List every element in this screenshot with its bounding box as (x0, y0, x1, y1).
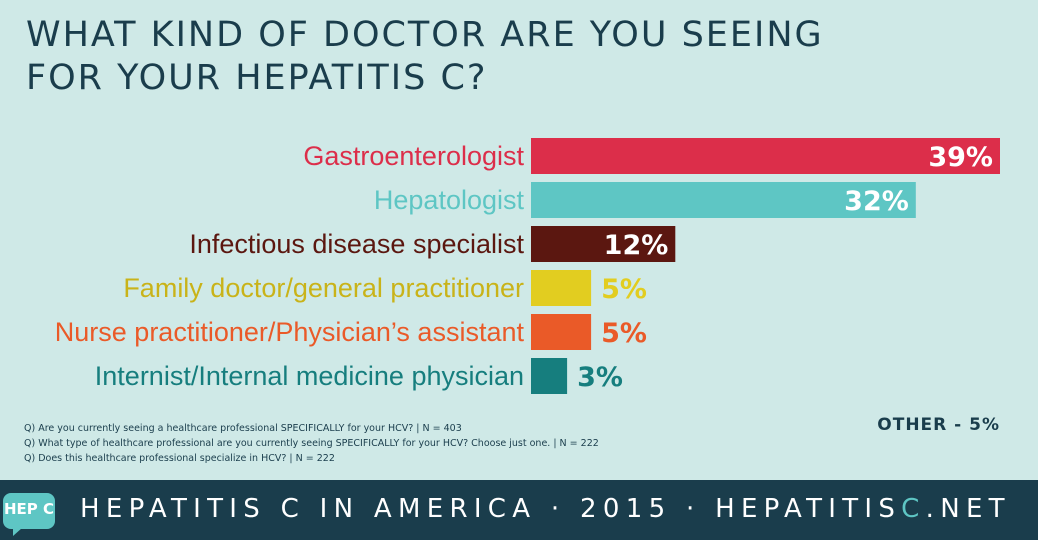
footer-bar: HEP C HEPATITIS C IN AMERICA · 2015 · HE… (0, 480, 1038, 540)
note-1: Q) Are you currently seeing a healthcare… (24, 423, 462, 434)
category-label-0: Gastroenterologist (303, 141, 524, 171)
category-label-2: Infectious disease specialist (189, 229, 524, 259)
footer-text-accent: C (901, 494, 926, 524)
bar-chart: Gastroenterologist 39% Hepatologist 32% Infe… (55, 138, 1000, 394)
value-label-1: 32% (844, 186, 909, 217)
value-label-4: 5% (601, 318, 647, 349)
footer-text-end: .NET (925, 494, 1011, 524)
bar-3 (531, 270, 592, 306)
value-label-0: 39% (928, 142, 993, 173)
footer-text-main: HEPATITIS C IN AMERICA · 2015 · HEPATITI… (80, 494, 902, 524)
bar-5 (531, 358, 568, 394)
note-3: Q) Does this healthcare professional spe… (24, 453, 335, 464)
value-label-5: 3% (577, 362, 623, 393)
title-line-2: FOR YOUR HEPATITIS C? (26, 58, 488, 98)
hepc-logo: HEP C (3, 493, 55, 536)
category-label-4: Nurse practitioner/Physician’s assistant (55, 317, 525, 347)
category-label-1: Hepatologist (374, 185, 525, 215)
bar-4 (531, 314, 592, 350)
chart-title: WHAT KIND OF DOCTOR ARE YOU SEEING FOR Y… (26, 14, 1006, 100)
value-label-2: 12% (604, 230, 669, 261)
bar-2 (531, 226, 676, 262)
footer-text: HEPATITIS C IN AMERICA · 2015 · HEPATITI… (80, 494, 1011, 524)
bar-1 (531, 182, 916, 218)
title-line-1: WHAT KIND OF DOCTOR ARE YOU SEEING (26, 15, 824, 55)
value-label-3: 5% (601, 274, 647, 305)
other-label: OTHER - 5% (877, 415, 1000, 435)
category-label-3: Family doctor/general practitioner (123, 273, 524, 303)
category-label-5: Internist/Internal medicine physician (95, 361, 524, 391)
bar-0 (531, 138, 1000, 174)
survey-notes: Q) Are you currently seeing a healthcare… (24, 421, 599, 466)
note-2: Q) What type of healthcare professional … (24, 438, 599, 449)
